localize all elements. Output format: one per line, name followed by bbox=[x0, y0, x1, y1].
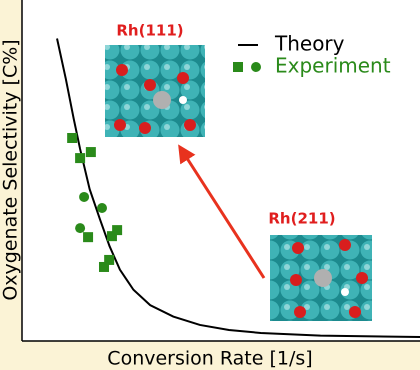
chart: Conversion Rate [1/s] Oxygenate Selectiv… bbox=[0, 0, 420, 370]
y-axis-label: Oxygenate Selectivity [C%] bbox=[0, 39, 22, 300]
data-point bbox=[86, 147, 96, 157]
legend-symbol bbox=[251, 62, 261, 72]
data-point bbox=[97, 203, 107, 213]
data-point bbox=[75, 223, 85, 233]
inset-rh211 bbox=[270, 235, 372, 321]
annotation: Rh(211) bbox=[268, 210, 335, 228]
legend-label: Theory bbox=[274, 32, 345, 56]
legend-label: Experiment bbox=[275, 54, 391, 78]
annotation: Rh(111) bbox=[116, 22, 183, 40]
inset-rh111 bbox=[105, 45, 205, 137]
data-point bbox=[79, 192, 89, 202]
data-point bbox=[107, 231, 117, 241]
data-point bbox=[75, 153, 85, 163]
data-point bbox=[104, 255, 114, 265]
legend-symbol bbox=[233, 62, 243, 72]
data-point bbox=[67, 133, 77, 143]
data-point bbox=[83, 232, 93, 242]
x-axis-label: Conversion Rate [1/s] bbox=[107, 348, 312, 370]
page: Conversion Rate [1/s] Oxygenate Selectiv… bbox=[0, 0, 420, 370]
